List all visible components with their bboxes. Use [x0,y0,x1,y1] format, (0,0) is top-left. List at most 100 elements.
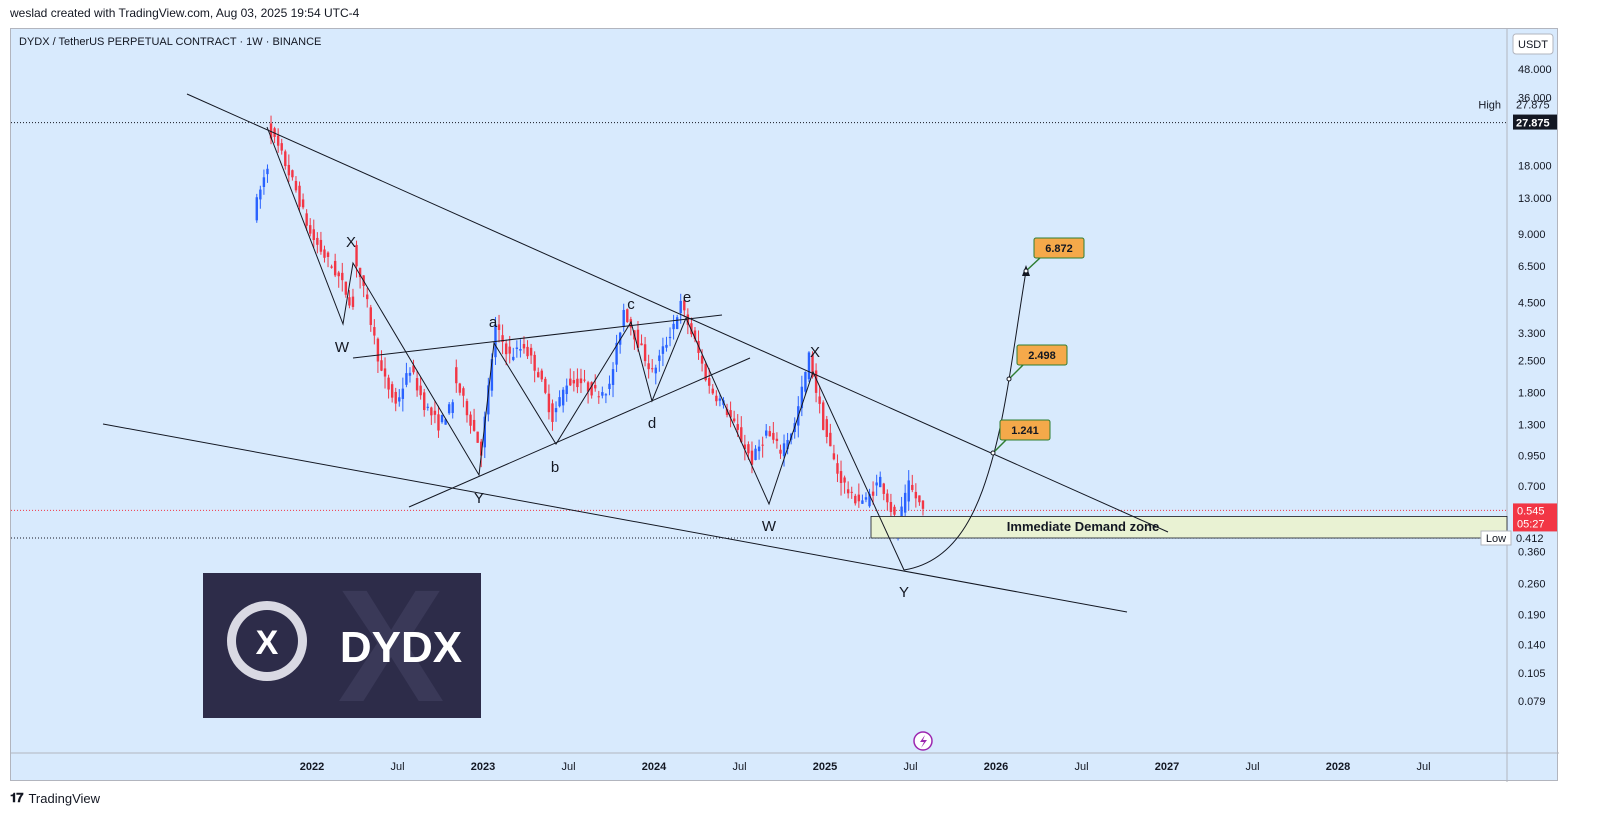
time-tick-label: 2028 [1326,761,1350,773]
time-tick-label: 2024 [642,761,667,773]
candle-body [554,408,558,413]
triangle-lower-line[interactable] [408,357,751,508]
candle-body [373,327,376,336]
elliott-wave-path[interactable] [266,126,905,571]
last-price-badge [1513,503,1557,532]
upper-wedge-trendline[interactable] [186,93,1169,533]
candle-body [551,403,554,422]
candle-body [522,344,526,349]
chart-panel[interactable]: DYDX / TetherUS PERPETUAL CONTRACT · 1W … [10,28,1559,782]
candle-body [643,344,647,362]
price-tick-label: 6.500 [1518,261,1546,273]
candle-body [708,378,711,386]
candle-body [298,185,301,207]
candle-body [447,404,451,414]
candle-body [836,463,839,474]
candle-body [512,356,515,360]
candle-body [576,378,579,388]
price-tick-label: 1.800 [1518,388,1546,400]
dydx-coin-mark: X [256,624,279,662]
candle-body [408,372,412,376]
candle-body [312,229,315,241]
currency-selector[interactable] [1512,33,1554,55]
candle-body [918,495,921,503]
candle-body [415,378,419,391]
candle-body [672,323,675,330]
chart-symbol-title: DYDX / TetherUS PERPETUAL CONTRACT · 1W … [19,36,321,48]
candle-body [569,378,572,386]
candle-body [333,260,337,276]
demand-zone-box[interactable] [870,516,1508,539]
candle-body [355,244,358,267]
candle-body [750,450,754,465]
candle-body [276,135,280,146]
candle-body [875,482,878,486]
target-callout[interactable] [1016,344,1068,366]
candle-body [886,493,889,503]
candle-body [508,346,511,354]
time-tick-label: 2027 [1155,761,1179,773]
target-anchor [1006,376,1012,382]
candle-body [351,296,355,307]
candle-body [590,382,593,396]
time-tick-label: Jul [732,761,746,773]
candle-body [740,427,743,443]
candle-body [889,502,893,512]
target-value: 6.872 [1045,243,1073,255]
candle-body [747,444,750,454]
candle-body [683,300,686,311]
candle-body [857,494,861,502]
target-callout[interactable] [1033,237,1085,259]
price-tick-label: 0.700 [1518,481,1546,493]
candle-body [850,491,853,493]
candle-body [583,379,586,381]
candle-body [868,493,871,507]
lower-wedge-trendline[interactable] [102,423,1128,613]
time-tick-label: Jul [1074,761,1088,773]
candle-body [565,385,568,395]
high-value-label: 27.875 [1516,100,1550,112]
candle-body [455,367,458,384]
candle-body [398,397,401,402]
price-tick-label: 48.000 [1518,64,1552,76]
candle-body [743,444,747,450]
last-price-value: 0.545 [1517,505,1545,517]
triangle-upper-line[interactable] [352,314,723,359]
candle-body [366,294,369,300]
candle-body [604,394,608,396]
candle-body [515,347,519,349]
candle-body [761,444,764,446]
candle-body [608,383,611,390]
candle-body [807,352,811,380]
tradingview-footer[interactable]: 𝟏𝟕 TradingView [10,790,100,806]
candle-body [305,213,308,226]
candle-body [412,365,415,373]
candle-body [465,401,469,416]
target-callout[interactable] [999,419,1051,441]
low-label: Low [1486,533,1506,545]
high-price-badge-text: 27.875 [1516,118,1550,130]
candle-body [814,370,818,393]
candle-body [907,480,910,502]
currency-label: USDT [1518,39,1548,51]
candle-body [679,300,682,314]
candle-body [640,343,643,346]
candle-body [846,489,850,494]
candle-body [629,319,633,328]
candle-body [544,378,547,393]
candle-body [839,471,843,484]
target-pointer [1025,256,1042,272]
low-label-box [1480,530,1512,546]
candle-body [693,330,697,340]
candle-body [601,392,604,396]
candle-body [437,414,440,431]
candle-body [380,360,383,371]
candle-body [754,448,757,461]
time-tick-label: Jul [561,761,575,773]
demand-zone-label: Immediate Demand zone [1007,519,1159,534]
wave-label: X [810,344,820,361]
candle-body [529,347,533,356]
candle-body [319,239,323,252]
candle-body [401,388,405,399]
candle-body [547,393,551,413]
